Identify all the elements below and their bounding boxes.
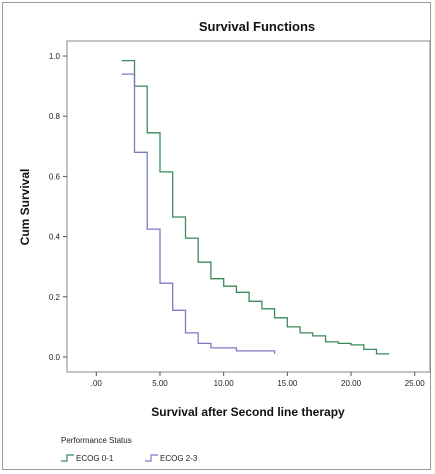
- y-tick-label: 0.4: [49, 233, 61, 242]
- y-tick-label: 0.6: [49, 172, 61, 181]
- x-tick-label: 25.00: [405, 379, 426, 388]
- series-layer: [121, 59, 390, 355]
- y-tick-label: 0.8: [49, 112, 61, 121]
- legend-title: Performance Status: [61, 436, 132, 445]
- x-tick-label: 15.00: [277, 379, 298, 388]
- legend-swatch-ecog-2-3: [145, 454, 158, 462]
- y-axis: 0.0 0.2 0.4 0.6 0.8 1.0: [49, 52, 67, 362]
- y-tick-label: 0.2: [49, 293, 61, 302]
- legend-swatch-ecog-0-1: [61, 454, 74, 462]
- chart-frame: Survival Functions 0.0 0.2 0.4 0.6 0.8 1.0 .0…: [2, 2, 431, 470]
- chart-title: Survival Functions: [199, 19, 315, 34]
- series-line-ecog-2-3: [121, 73, 276, 354]
- series-line-ecog-0-1: [121, 59, 390, 355]
- x-tick-label: 20.00: [341, 379, 362, 388]
- x-axis: .00 5.00 10.00 15.00 20.00 25.00: [91, 372, 426, 388]
- x-axis-label: Survival after Second line therapy: [151, 405, 345, 419]
- plot-area: [66, 40, 431, 373]
- y-axis-label: Cum Survival: [18, 169, 32, 246]
- legend-label-ecog-0-1: ECOG 0-1: [76, 454, 114, 463]
- y-tick-label: 1.0: [49, 52, 61, 61]
- legend: Performance Status ECOG 0-1 ECOG 2-3: [61, 436, 198, 463]
- x-tick-label: 5.00: [152, 379, 168, 388]
- y-tick-label: 0.0: [49, 353, 61, 362]
- x-tick-label: 10.00: [214, 379, 235, 388]
- survival-chart: Survival Functions 0.0 0.2 0.4 0.6 0.8 1.0 .0…: [18, 19, 431, 463]
- x-tick-label: .00: [91, 379, 103, 388]
- legend-label-ecog-2-3: ECOG 2-3: [160, 454, 198, 463]
